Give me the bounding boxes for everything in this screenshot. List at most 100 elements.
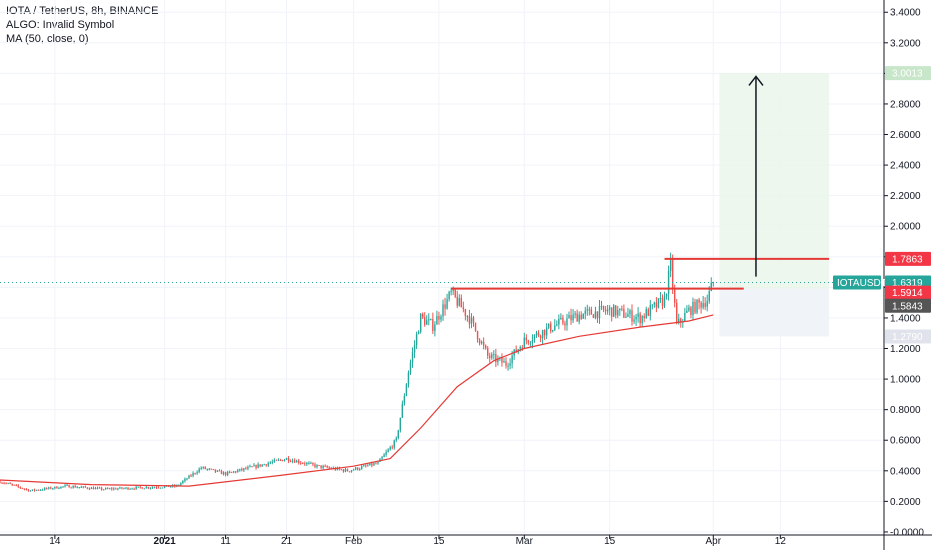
candle-body [109,488,111,490]
candle-body [373,463,375,466]
candle-body [413,345,416,353]
candle-body [671,259,674,289]
target-arrow-head [748,75,764,86]
candle-body [688,307,690,311]
candle-body [169,486,172,488]
candle-body [253,465,255,467]
candle-body [507,365,509,367]
candle-body [568,315,570,319]
candle-body [68,485,70,488]
candle-body [157,487,160,489]
candle-body [570,315,572,321]
candle-body [361,466,363,469]
candle-body [710,282,712,292]
candle-body [202,466,204,468]
candle-body [96,487,99,489]
y-tick-label: 2.4000 [890,161,921,172]
y-tick-label: 1.2000 [890,344,921,355]
candle-body [645,309,647,319]
candle-body [129,488,131,490]
candle-body [52,488,54,490]
candle-body [562,317,564,324]
candle-body [403,395,406,404]
candle-body [308,462,310,464]
y-tick-label: 2.8000 [890,99,921,110]
candle-body [641,315,643,324]
candle-body [139,486,141,488]
candle-body [66,485,68,487]
candle-body [17,485,20,487]
candle-body [243,468,245,471]
candle-body [623,308,625,318]
candle-body [48,487,50,489]
candle-body [222,472,225,475]
x-tick-label: 14 [49,536,61,547]
position-zones [719,73,830,337]
symbol-tag-label: IOTAUSDT [837,278,887,289]
candle-body [127,487,129,490]
legend-symbol[interactable]: IOTA / TetherUS, 8h, BINANCE [6,5,159,17]
candle-body [426,320,428,325]
candle-body [273,459,276,462]
candle-body [503,361,505,363]
candle-body [5,483,7,485]
candle-body [397,430,400,438]
candle-body [696,299,698,313]
candle-body [424,317,426,325]
candle-body [566,318,568,326]
candle-body [558,318,560,325]
candle-body [576,313,578,322]
resistance-tag-label: 1.7863 [892,254,923,265]
candle-body [375,463,377,465]
candle-body [415,334,418,346]
candle-body [574,313,576,315]
candle-body [82,486,85,488]
y-tick-label: 0.8000 [890,405,921,416]
candle-body [442,304,444,317]
candle-body [298,460,300,463]
candle-body [409,362,412,373]
x-tick-label: 2021 [153,536,176,547]
candle-body [405,384,408,396]
drawings[interactable] [0,75,884,290]
candle-body [598,306,601,319]
candle-body [267,463,269,466]
candle-body [33,489,36,491]
candle-body [300,462,302,464]
candle-body [480,341,483,344]
candle-body [639,313,641,324]
candle-body [706,301,708,307]
candle-body [192,473,194,476]
candle-body [466,316,469,318]
candle-body [310,462,312,464]
candle-body [322,465,324,468]
legend-ma[interactable]: MA (50, close, 0) [6,33,89,45]
candle-body [117,488,119,490]
x-tick-label: Mar [516,536,534,547]
candle-body [489,355,491,358]
candle-body [604,309,607,312]
candle-body [365,465,367,467]
candle-body [633,319,635,322]
candle-body [98,487,101,489]
legend-algo[interactable]: ALGO: Invalid Symbol [6,19,115,31]
candle-body [346,469,349,472]
candle-body [511,355,513,364]
candle-body [690,307,692,316]
candle-body [1,482,3,484]
candle-body [594,311,597,318]
y-tick-label: 2.0000 [890,222,921,233]
target-zone [719,73,830,289]
candle-body [505,361,507,366]
candle-body [0,481,1,483]
candle-body [428,319,430,321]
candle-body [684,312,686,322]
candle-body [673,288,676,303]
candle-body [665,294,668,297]
candle-body [304,463,306,465]
candle-body [643,315,645,319]
candle-body [464,309,467,317]
candle-body [708,291,710,302]
candle-body [588,309,591,311]
